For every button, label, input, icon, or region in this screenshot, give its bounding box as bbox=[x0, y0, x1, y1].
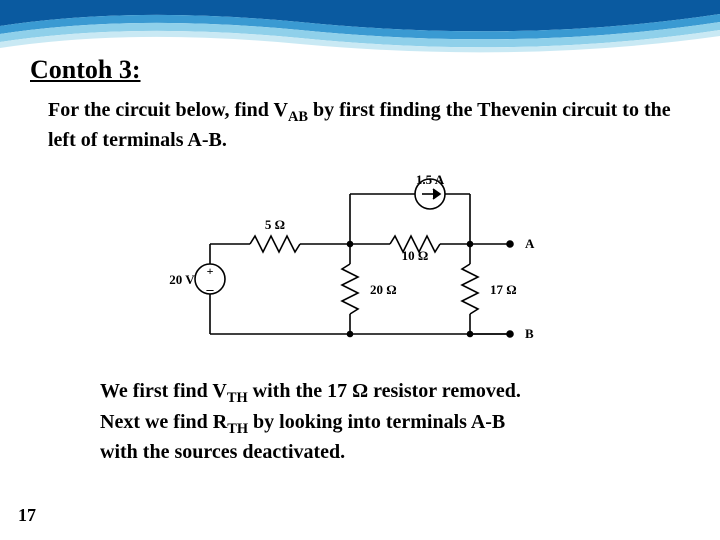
problem-sub-ab: AB bbox=[288, 109, 308, 125]
terminal-b: B bbox=[525, 326, 534, 341]
svg-text:_: _ bbox=[206, 278, 215, 293]
sol-l1a: We first find V bbox=[100, 380, 227, 402]
r2-label: 10 Ω bbox=[402, 248, 429, 263]
problem-statement: For the circuit below, find VAB by first… bbox=[48, 97, 690, 154]
sol-l1b: with the 17 Ω resistor removed. bbox=[248, 380, 521, 402]
sol-l2a: Next we find R bbox=[100, 411, 227, 433]
sol-l1sub: TH bbox=[227, 390, 248, 406]
r1-label: 5 Ω bbox=[265, 217, 285, 232]
header-swoosh bbox=[0, 0, 720, 60]
sol-l2b: by looking into terminals A-B bbox=[248, 411, 505, 433]
terminal-a: A bbox=[525, 236, 535, 251]
isrc-label: 1.5 A bbox=[416, 174, 445, 187]
circuit-diagram: + _ 20 V 5 Ω 20 Ω 10 bbox=[160, 174, 560, 354]
sol-l2sub: TH bbox=[227, 421, 248, 437]
problem-text-1: For the circuit below, find V bbox=[48, 99, 288, 121]
sol-l3: with the sources deactivated. bbox=[100, 441, 345, 463]
r3-label: 20 Ω bbox=[370, 282, 397, 297]
page-number: 17 bbox=[18, 505, 36, 526]
slide-title: Contoh 3: bbox=[30, 55, 690, 85]
svg-text:+: + bbox=[207, 264, 214, 278]
r4-label: 17 Ω bbox=[490, 282, 517, 297]
vsrc-label: 20 V bbox=[169, 272, 195, 287]
solution-text: We first find VTH with the 17 Ω resistor… bbox=[100, 378, 650, 466]
